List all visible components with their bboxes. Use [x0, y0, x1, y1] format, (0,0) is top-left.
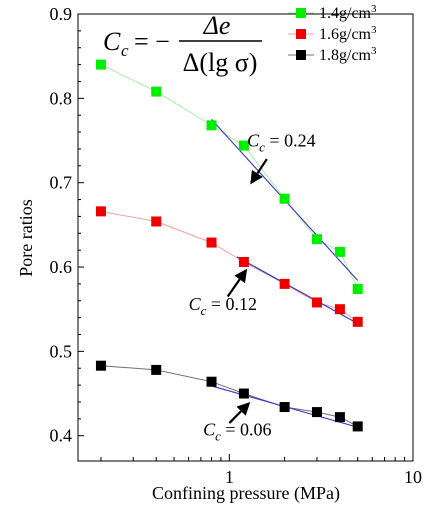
slope-annotations: Cc = 0.24 Cc = 0.12 Cc = 0.06: [189, 130, 316, 443]
legend-label: 1.6g/cm3: [319, 24, 377, 43]
y-tick-label: 0.8: [50, 88, 73, 108]
y-axis-ticks: 0.4 0.5 0.6 0.7 0.8 0.9: [50, 4, 84, 446]
y-tick-label: 0.7: [50, 173, 73, 193]
formula-lhs: C: [103, 27, 121, 56]
formula-denominator: Δ(lg σ): [183, 48, 258, 77]
legend: 1.4g/cm3 1.6g/cm3 1.8g/cm3: [288, 3, 377, 64]
plot-area: [77, 13, 414, 462]
legend-marker: [296, 8, 306, 18]
data-point: [238, 140, 249, 151]
y-tick-label: 0.6: [50, 257, 73, 277]
legend-label: 1.4g/cm3: [319, 3, 377, 22]
slope-annotation: Cc = 0.24: [247, 130, 315, 154]
data-point: [334, 246, 345, 257]
data-point: [352, 316, 363, 327]
data-point: [311, 234, 322, 245]
annotation-arrow-head: [236, 401, 251, 416]
slope-annotation: Cc = 0.06: [203, 420, 271, 444]
x-tick-label: 10: [404, 467, 422, 487]
legend-marker: [296, 50, 306, 60]
data-point: [238, 388, 249, 399]
series-points: [95, 59, 363, 432]
data-point: [151, 364, 162, 375]
data-point: [95, 360, 106, 371]
x-tick-label: 1: [225, 467, 234, 487]
legend-marker: [296, 29, 306, 39]
data-point: [279, 278, 290, 289]
data-point: [95, 206, 106, 217]
formula-lhs-sub: c: [121, 41, 129, 60]
data-point: [206, 376, 217, 387]
data-point: [151, 86, 162, 97]
y-tick-label: 0.4: [50, 426, 73, 446]
data-point: [151, 216, 162, 227]
data-point: [334, 304, 345, 315]
data-point: [238, 256, 249, 267]
annotation-arrow-shaft: [228, 410, 242, 424]
annotation-arrow-shaft: [256, 158, 268, 175]
annotation-arrow-head: [234, 268, 248, 284]
y-tick-label: 0.5: [50, 341, 73, 361]
data-point: [352, 421, 363, 432]
annotation-arrow-head: [250, 169, 263, 185]
x-axis-label: Confining pressure (MPa): [152, 483, 340, 504]
formula-numerator: Δe: [203, 11, 231, 40]
data-point: [206, 120, 217, 131]
legend-label: 1.8g/cm3: [319, 45, 377, 64]
data-point: [334, 412, 345, 423]
data-point: [279, 193, 290, 204]
annotation-arrow-shaft: [226, 278, 241, 298]
cc-formula: C c = − Δe Δ(lg σ): [103, 11, 262, 77]
x-axis-ticks: 1 10: [100, 454, 422, 487]
data-point: [279, 402, 290, 413]
formula-equals: = −: [134, 27, 170, 56]
data-point: [206, 237, 217, 248]
data-point: [95, 59, 106, 70]
slope-annotation: Cc = 0.12: [189, 294, 257, 318]
data-point: [352, 283, 363, 294]
y-tick-label: 0.9: [50, 4, 73, 24]
y-axis-label: Pore ratios: [16, 199, 36, 276]
data-point: [311, 407, 322, 418]
data-point: [311, 297, 322, 308]
